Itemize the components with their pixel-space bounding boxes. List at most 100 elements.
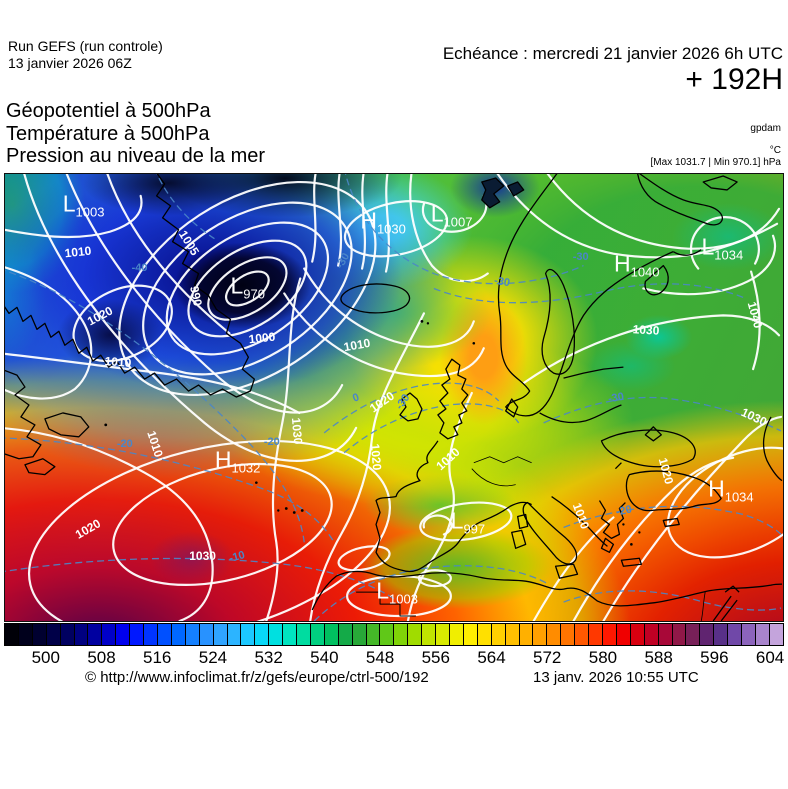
colorbar-cell	[366, 624, 381, 645]
pressure-center-letter: L	[430, 200, 444, 227]
isobar-label: 1020	[367, 442, 385, 471]
isobar-label: 1030	[288, 417, 305, 446]
pressure-minmax-label: [Max 1031.7 | Min 970.1] hPa	[650, 157, 781, 168]
valid-time-label: Echéance : mercredi 21 janvier 2026 6h U…	[442, 44, 783, 63]
colorbar-cell	[394, 624, 409, 645]
pressure-center-l997: L997	[451, 509, 486, 537]
isobar-label: 1010	[433, 445, 464, 474]
isobar-label: 1005	[176, 228, 203, 259]
colorbar-tick: 564	[477, 648, 506, 667]
pressure-center-value: 1007	[443, 214, 473, 230]
coastlines	[5, 174, 783, 621]
colorbar-cell	[728, 624, 743, 645]
colorbar-cell	[352, 624, 367, 645]
temperature-label: -30	[493, 274, 512, 290]
colorbar-cell	[561, 624, 576, 645]
colorbar-cell	[130, 624, 145, 645]
colorbar-cell	[18, 624, 33, 645]
pressure-center-letter: L	[230, 272, 244, 299]
colorbar-cell	[46, 624, 61, 645]
colorbar-tick: 532	[254, 648, 283, 667]
colorbar-cell	[157, 624, 172, 645]
temperature-label: -30	[572, 250, 589, 263]
colorbar-cell	[714, 624, 729, 645]
colorbar-cell	[422, 624, 437, 645]
colorbar-cell	[102, 624, 117, 645]
colorbar-tick: 580	[588, 648, 618, 667]
run-date-label: 13 janvier 2026 06Z	[8, 55, 132, 71]
geopotential-colorbar	[4, 623, 784, 646]
pressure-center-letter: H	[214, 446, 232, 473]
isobar-label: 1020	[655, 456, 676, 486]
colorbar-cell	[380, 624, 395, 645]
isobars	[5, 174, 783, 621]
colorbar-tick: 508	[87, 648, 116, 667]
colorbar-cell	[533, 624, 548, 645]
pressure-center-h1032: H1032	[214, 446, 261, 476]
colorbar-tick-labels: 500 508 516 524 532 540 548 556 564 572 580 588 596 6…	[4, 648, 785, 670]
isobar-label: 1010	[64, 243, 93, 261]
pressure-center-letter: L	[62, 190, 76, 217]
colorbar-cell	[616, 624, 631, 645]
colorbar-cell	[602, 624, 617, 645]
colorbar-tick: 548	[365, 648, 395, 667]
pressure-center-value: 1003	[75, 204, 105, 220]
colorbar-cell	[491, 624, 506, 645]
pressure-center-value: 1032	[231, 460, 261, 476]
pressure-center-l970: L970	[230, 272, 265, 302]
isobar-label: 1000	[247, 329, 276, 346]
colorbar-tick: 540	[310, 648, 339, 667]
colorbar-cell	[310, 624, 325, 645]
isobar-label: 1020	[367, 388, 398, 416]
colorbar-cell	[60, 624, 75, 645]
colorbar-tick: 500	[31, 648, 60, 667]
param-pressure: Pression au niveau de la mer	[6, 145, 266, 167]
map-graphics	[5, 174, 783, 621]
pressure-center-h1030: H1030	[360, 207, 406, 237]
colorbar-cell	[644, 624, 659, 645]
isobar-label: 990	[187, 284, 206, 307]
isobar-label: 1010	[569, 501, 592, 532]
temperature-label: -10	[227, 548, 247, 565]
pressure-center-h1034: H1034	[708, 477, 754, 505]
colorbar-tick: 572	[533, 648, 562, 667]
colorbar-cell	[241, 624, 256, 645]
pressure-center-letter: H	[360, 207, 377, 234]
colorbar-cell	[32, 624, 47, 645]
colorbar-cell	[700, 624, 715, 645]
colorbar-cell	[589, 624, 603, 645]
pressure-center-h1040: H1040	[614, 252, 660, 280]
run-model-label: Run GEFS (run controle)	[8, 38, 163, 54]
colorbar-cell	[171, 624, 186, 645]
colorbar-cell	[463, 624, 478, 645]
map-label-layer: L1003 L970 H1030 L1007 H1040 L1034 H1032 L997 L1…	[5, 174, 783, 621]
temperature-label: -20	[263, 436, 280, 449]
colorbar-tick: 604	[755, 648, 785, 667]
isobar-label: 1010	[144, 429, 166, 460]
colorbar-cell	[185, 624, 200, 645]
isobar-label: 1020	[84, 303, 115, 329]
pressure-center-value: 1034	[714, 247, 744, 263]
param-temperature: Température à 500hPa	[6, 122, 210, 145]
pressure-center-letter: L	[701, 233, 715, 260]
colorbar-cell	[5, 624, 19, 645]
colorbar-cell	[213, 624, 228, 645]
temperature-label: -30	[393, 391, 413, 412]
unit-geopotential: gpdam	[750, 123, 781, 134]
pressure-center-value: 1034	[724, 489, 754, 505]
colorbar-cell	[199, 624, 214, 645]
run-info: Run GEFS (run controle) 13 janvier 2026 …	[8, 38, 163, 72]
colorbar-cell	[116, 624, 131, 645]
temperature-label: -40	[131, 261, 148, 274]
isobar-label: 1010	[103, 353, 132, 370]
small-islands	[104, 319, 641, 546]
colorbar-cell	[283, 624, 298, 645]
pressure-center-l1007: L1007	[430, 200, 473, 230]
colorbar-cell	[269, 624, 284, 645]
colorbar-cell	[769, 624, 783, 645]
unit-temperature: °C	[769, 145, 781, 156]
isobar-label: 1040	[744, 300, 766, 330]
pressure-center-value: 1003	[389, 591, 418, 607]
temperature-label: -30	[334, 250, 353, 271]
colorbar-cell	[227, 624, 242, 645]
